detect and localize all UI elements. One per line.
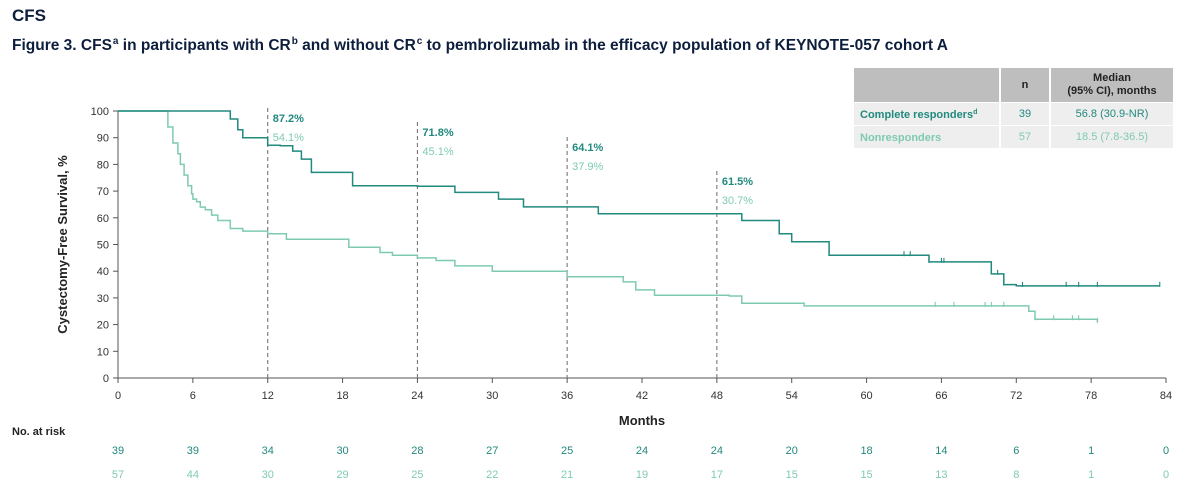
cr-at-risk-value: 39 [112,445,124,457]
cr-at-risk-value: 20 [786,445,798,457]
cr-at-risk-value: 24 [636,445,648,457]
nr-at-risk-value: 29 [336,469,348,481]
nr-at-risk-value: 15 [786,469,798,481]
cr-at-risk-value: 1 [1088,445,1094,457]
median-table-header: n Median (95% CI), months [854,68,1173,102]
cr-at-risk-value: 0 [1163,445,1169,457]
y-tick-label: 40 [97,266,109,278]
nr-curve [118,110,1099,322]
y-tick-label: 90 [97,133,109,145]
median-table-header-median: Median (95% CI), months [1051,68,1173,102]
figure-title-superscript-c: c [416,36,423,47]
nr-at-risk-value: 1 [1088,469,1094,481]
median-row-label: Nonresponders [854,126,999,148]
cr-at-risk-value: 18 [860,445,872,457]
y-tick-label: 30 [97,293,109,305]
x-tick-label: 24 [411,390,423,402]
median-row-superscript: d [973,109,978,116]
x-tick-label: 6 [190,390,196,402]
median-header-line-2: (95% CI), months [1067,85,1157,97]
x-tick-label: 0 [115,390,121,402]
cr-at-risk-value: 30 [336,445,348,457]
nr-at-risk-value: 57 [112,469,124,481]
nr-at-risk-value: 30 [262,469,274,481]
median-header-line-1: Median [1093,72,1131,84]
section-title: CFS [12,6,46,25]
x-tick-label: 48 [711,390,723,402]
nr-at-risk-value: 21 [561,469,573,481]
nr-at-risk-value: 15 [860,469,872,481]
nr-at-risk-value: 17 [711,469,723,481]
figure-title-part-2: in participants with CR [118,37,291,54]
cr-annotation: 71.8% [422,127,453,139]
nr-at-risk-value: 25 [411,469,423,481]
x-tick-label: 18 [336,390,348,402]
y-axis-title: Cystectomy-Free Survival, % [55,155,70,334]
x-tick-label: 12 [262,390,274,402]
y-tick-label: 50 [97,240,109,252]
figure-title-part-4: to pembrolizumab in the efficacy populat… [422,37,948,54]
median-row-label-text: Nonresponders [860,132,942,144]
x-tick-label: 30 [486,390,498,402]
at-risk-label: No. at risk [12,426,66,438]
x-axis-title: Months [619,413,665,428]
median-row-label: Complete respondersd [854,103,999,125]
median-table-row-nr: Nonresponders 57 18.5 (7.8-36.5) [854,126,1173,148]
cr-at-risk-value: 14 [935,445,947,457]
median-table-header-blank [854,68,999,102]
nr-annotation: 45.1% [422,146,453,158]
nr-at-risk-value: 8 [1013,469,1019,481]
figure-title-superscript-a: a [112,36,119,47]
cr-annotation: 87.2% [273,113,304,125]
y-tick-label: 10 [97,346,109,358]
cr-curve [118,110,1160,287]
cr-at-risk-value: 27 [486,445,498,457]
x-tick-label: 36 [561,390,573,402]
figure-title-part-1: Figure 3. CFS [12,37,112,54]
median-row-n: 39 [1001,103,1049,125]
y-tick-label: 100 [91,106,109,118]
cr-at-risk-value: 39 [187,445,199,457]
figure-title-superscript-b: b [291,36,298,47]
nr-at-risk-value: 19 [636,469,648,481]
cr-annotation: 61.5% [722,176,753,188]
x-tick-label: 60 [860,390,872,402]
nr-annotation: 37.9% [572,161,603,173]
y-tick-label: 60 [97,213,109,225]
nr-at-risk-value: 22 [486,469,498,481]
median-table-row-cr: Complete respondersd 39 56.8 (30.9-NR) [854,103,1173,125]
cr-annotation: 64.1% [572,142,603,154]
nr-at-risk-value: 13 [935,469,947,481]
nr-at-risk-value: 44 [187,469,199,481]
nr-annotation: 54.1% [273,132,304,144]
x-tick-label: 72 [1010,390,1022,402]
figure-title-part-3: and without CR [297,37,416,54]
figure-title: Figure 3. CFSa in participants with CRb … [12,36,948,55]
y-tick-label: 0 [103,373,109,385]
cr-at-risk-value: 6 [1013,445,1019,457]
x-tick-label: 54 [786,390,798,402]
cr-at-risk-value: 24 [711,445,723,457]
cr-at-risk-value: 25 [561,445,573,457]
median-table: n Median (95% CI), months Complete respon… [852,67,1175,149]
nr-annotation: 30.7% [722,195,753,207]
cr-at-risk-value: 34 [262,445,274,457]
x-tick-label: 84 [1160,390,1172,402]
median-table-header-n: n [1001,68,1049,102]
median-row-label-text: Complete responders [860,109,974,121]
nr-at-risk-value: 0 [1163,469,1169,481]
x-tick-label: 78 [1085,390,1097,402]
y-tick-label: 20 [97,320,109,332]
median-row-value: 56.8 (30.9-NR) [1051,103,1173,125]
median-row-n: 57 [1001,126,1049,148]
cr-at-risk-value: 28 [411,445,423,457]
x-tick-label: 66 [935,390,947,402]
y-tick-label: 80 [97,159,109,171]
median-row-value: 18.5 (7.8-36.5) [1051,126,1173,148]
y-tick-label: 70 [97,186,109,198]
x-tick-label: 42 [636,390,648,402]
